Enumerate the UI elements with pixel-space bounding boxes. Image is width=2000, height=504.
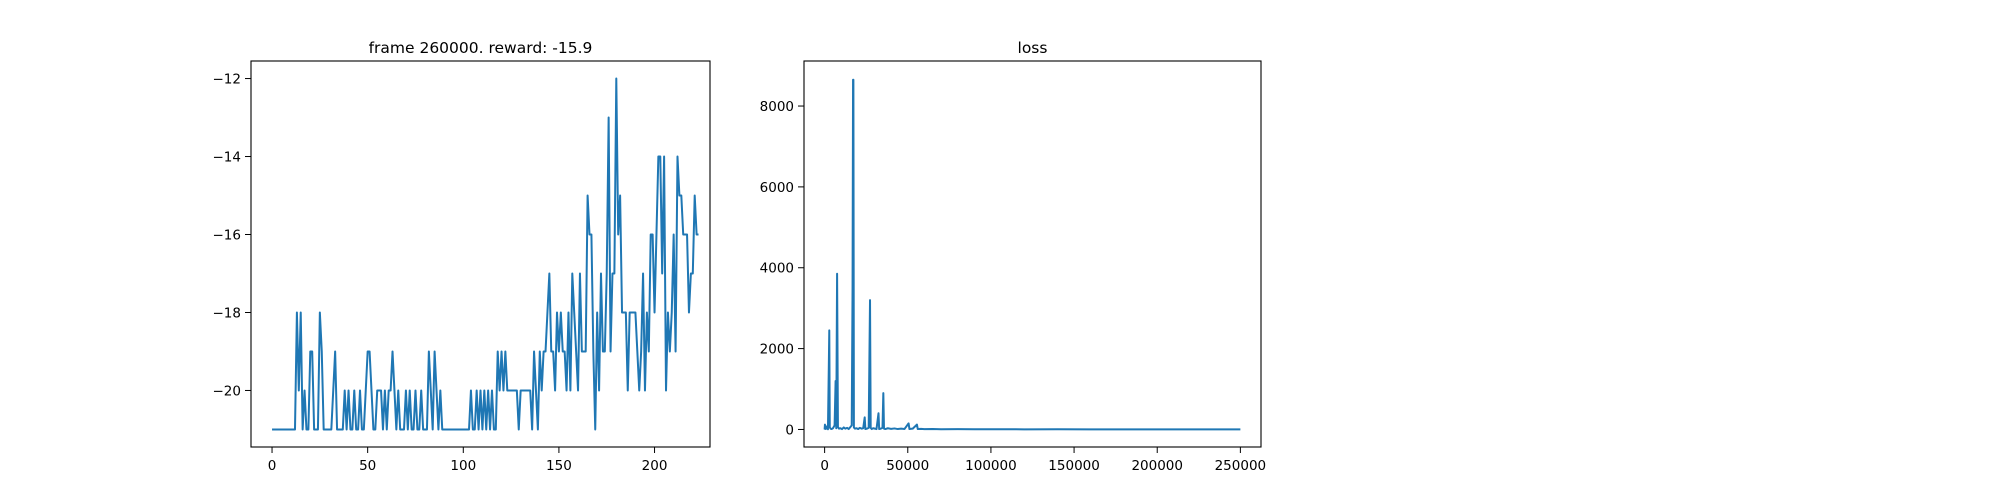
- reward-plot: frame 260000. reward: -15.9 0 50 100 150 200…: [213, 39, 711, 474]
- reward-x-tick-label: 150: [546, 458, 572, 474]
- loss-y-tick-label: 0: [785, 422, 794, 438]
- loss-plot-frame: [803, 60, 1262, 448]
- loss-y-tick-label: 8000: [760, 99, 794, 115]
- reward-y-tick-label: −18: [213, 305, 242, 321]
- reward-y-tick-label: −20: [213, 383, 242, 399]
- loss-y-ticks: 0 2000 4000 6000 8000: [760, 99, 804, 438]
- reward-x-tick-label: 200: [642, 458, 668, 474]
- reward-x-ticks: 0 50 100 150 200: [268, 447, 668, 474]
- loss-line: [823, 78, 1241, 431]
- reward-y-ticks: −20 −18 −16 −14 −12: [213, 72, 251, 399]
- loss-x-tick-label: 250000: [1215, 458, 1267, 474]
- reward-x-tick-label: 50: [359, 458, 376, 474]
- loss-y-tick-label: 6000: [760, 180, 794, 196]
- reward-x-tick-label: 0: [268, 458, 277, 474]
- reward-y-tick-label: −12: [213, 72, 242, 88]
- loss-x-tick-label: 0: [820, 458, 829, 474]
- loss-x-tick-label: 100000: [965, 458, 1017, 474]
- loss-y-tick-label: 2000: [760, 342, 794, 358]
- loss-y-tick-label: 4000: [760, 261, 794, 277]
- loss-x-ticks: 0 50000 100000 150000 200000 250000: [820, 447, 1266, 474]
- reward-line: [272, 77, 699, 431]
- reward-y-tick-label: −14: [213, 150, 242, 166]
- loss-x-tick-label: 200000: [1131, 458, 1183, 474]
- loss-x-tick-label: 50000: [886, 458, 929, 474]
- reward-y-tick-label: −16: [213, 228, 242, 244]
- reward-plot-frame: [250, 60, 711, 448]
- reward-x-tick-label: 100: [450, 458, 476, 474]
- loss-x-tick-label: 150000: [1048, 458, 1100, 474]
- reward-plot-title: frame 260000. reward: -15.9: [369, 39, 593, 57]
- loss-plot: loss 0 50000 100000 150000 200000 250000 0 200…: [760, 39, 1267, 474]
- loss-plot-title: loss: [1018, 39, 1048, 57]
